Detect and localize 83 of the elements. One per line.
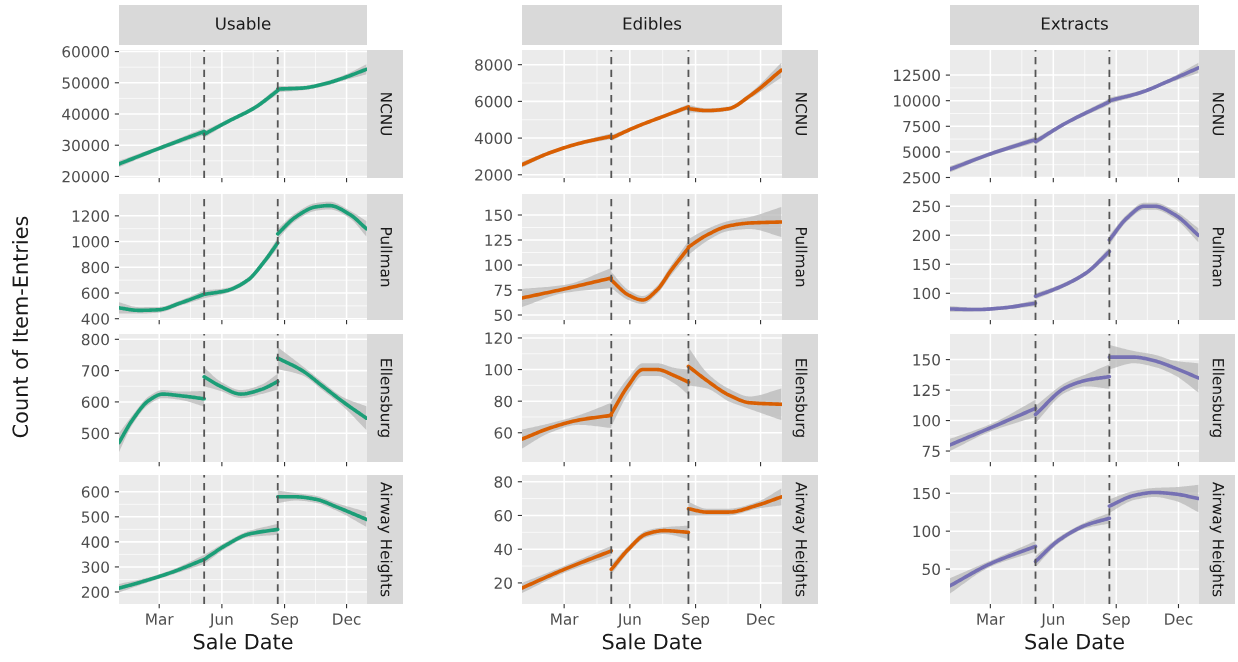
x-tick-label: Mar (551, 613, 579, 625)
y-tick-label: 120 (485, 332, 512, 344)
y-tick-label: 600 (81, 396, 109, 408)
text: Ellensburg (377, 359, 393, 437)
y-tick-label: 150 (913, 258, 940, 271)
y-tick-label: 100 (913, 415, 940, 427)
y-tick-label: 600 (81, 486, 109, 498)
y-tick-label: 400 (81, 313, 109, 325)
y-tick-label: 8000 (475, 59, 512, 71)
text: NCNU (380, 93, 393, 136)
y-tick-label: 700 (82, 365, 109, 377)
y-tick-label: 60 (494, 509, 512, 522)
y-tick-label: 80 (494, 476, 512, 488)
y-tick-label: 2500 (903, 171, 940, 184)
y-tick-label: 150 (485, 209, 512, 222)
x-tick-label: Jun (209, 613, 233, 628)
y-tick-label: 200 (912, 229, 940, 242)
y-tick-label: 800 (81, 261, 109, 274)
y-tick-label: 800 (81, 333, 109, 346)
y-tick-label: 50 (494, 309, 512, 322)
text: Ellensburg (1209, 359, 1225, 437)
y-tick-label: 500 (81, 511, 109, 523)
y-tick-label: 20000 (62, 170, 109, 183)
y-tick-label: 75 (494, 284, 512, 297)
text: Airway Heights (377, 482, 393, 597)
y-tick-label: 1000 (72, 236, 109, 248)
y-tick-label: 60 (494, 427, 512, 439)
x-axis-title: Sale Date (602, 633, 702, 650)
y-tick-label: 100 (913, 525, 940, 538)
y-tick-label: 60000 (62, 46, 109, 58)
y-tick-label: 20 (494, 577, 512, 589)
x-tick-label: Dec (333, 613, 361, 625)
x-tick-label: Jun (617, 613, 641, 628)
text: NCNU (795, 93, 808, 136)
y-tick-label: 100 (485, 259, 512, 272)
y-axis-title: Count of Item-Entries (12, 216, 29, 438)
x-tick-label: Mar (146, 613, 174, 625)
y-tick-label: 6000 (475, 95, 512, 108)
y-tick-label: 10000 (894, 95, 940, 107)
y-tick-label: 200 (81, 586, 109, 598)
y-tick-label: 50 (922, 563, 940, 576)
text: Airway Heights (792, 482, 808, 597)
y-tick-label: 1200 (72, 210, 109, 222)
y-tick-label: 5000 (903, 146, 940, 158)
y-tick-label: 150 (913, 354, 940, 366)
y-tick-label: 80 (494, 395, 512, 408)
y-tick-label: 4000 (474, 132, 512, 145)
x-tick-label: Dec (747, 613, 775, 625)
y-tick-label: 100 (485, 364, 512, 376)
y-tick-label: 600 (81, 287, 109, 300)
chart-title: Usable (216, 16, 271, 30)
y-tick-label: 150 (913, 487, 940, 500)
x-tick-label: Dec (1165, 613, 1193, 625)
y-tick-label: 300 (81, 561, 109, 573)
y-tick-label: 40000 (62, 108, 109, 121)
y-tick-label: 7500 (903, 120, 940, 133)
y-tick-label: 50000 (62, 77, 109, 89)
y-tick-label: 125 (485, 234, 512, 247)
chart-title: Edibles (623, 16, 682, 30)
x-tick-label: Jun (1040, 613, 1064, 628)
text: Pullman (795, 227, 808, 287)
y-tick-label: 250 (912, 200, 940, 213)
text: NCNU (1212, 93, 1225, 136)
y-tick-label: 500 (81, 427, 109, 440)
x-axis-title: Sale Date (193, 633, 293, 650)
y-tick-label: 30000 (62, 139, 109, 152)
y-tick-label: 75 (922, 445, 940, 458)
x-tick-label: Sep (271, 613, 299, 628)
x-tick-label: Sep (682, 613, 710, 628)
x-axis-title: Sale Date (1025, 633, 1124, 650)
x-tick-label: Sep (1102, 613, 1130, 628)
text: Airway Heights (1209, 482, 1225, 597)
text: Pullman (380, 227, 393, 287)
text: Ellensburg (792, 359, 808, 437)
y-tick-label: 100 (913, 287, 940, 300)
y-tick-label: 400 (81, 536, 109, 548)
y-tick-label: 125 (913, 384, 940, 397)
y-tick-label: 2000 (475, 169, 512, 181)
chart-title: Extracts (1041, 17, 1108, 30)
y-tick-label: 40 (494, 543, 512, 556)
text: Pullman (1212, 227, 1225, 287)
y-tick-label: 12500 (894, 69, 940, 82)
x-tick-label: Mar (977, 613, 1005, 625)
